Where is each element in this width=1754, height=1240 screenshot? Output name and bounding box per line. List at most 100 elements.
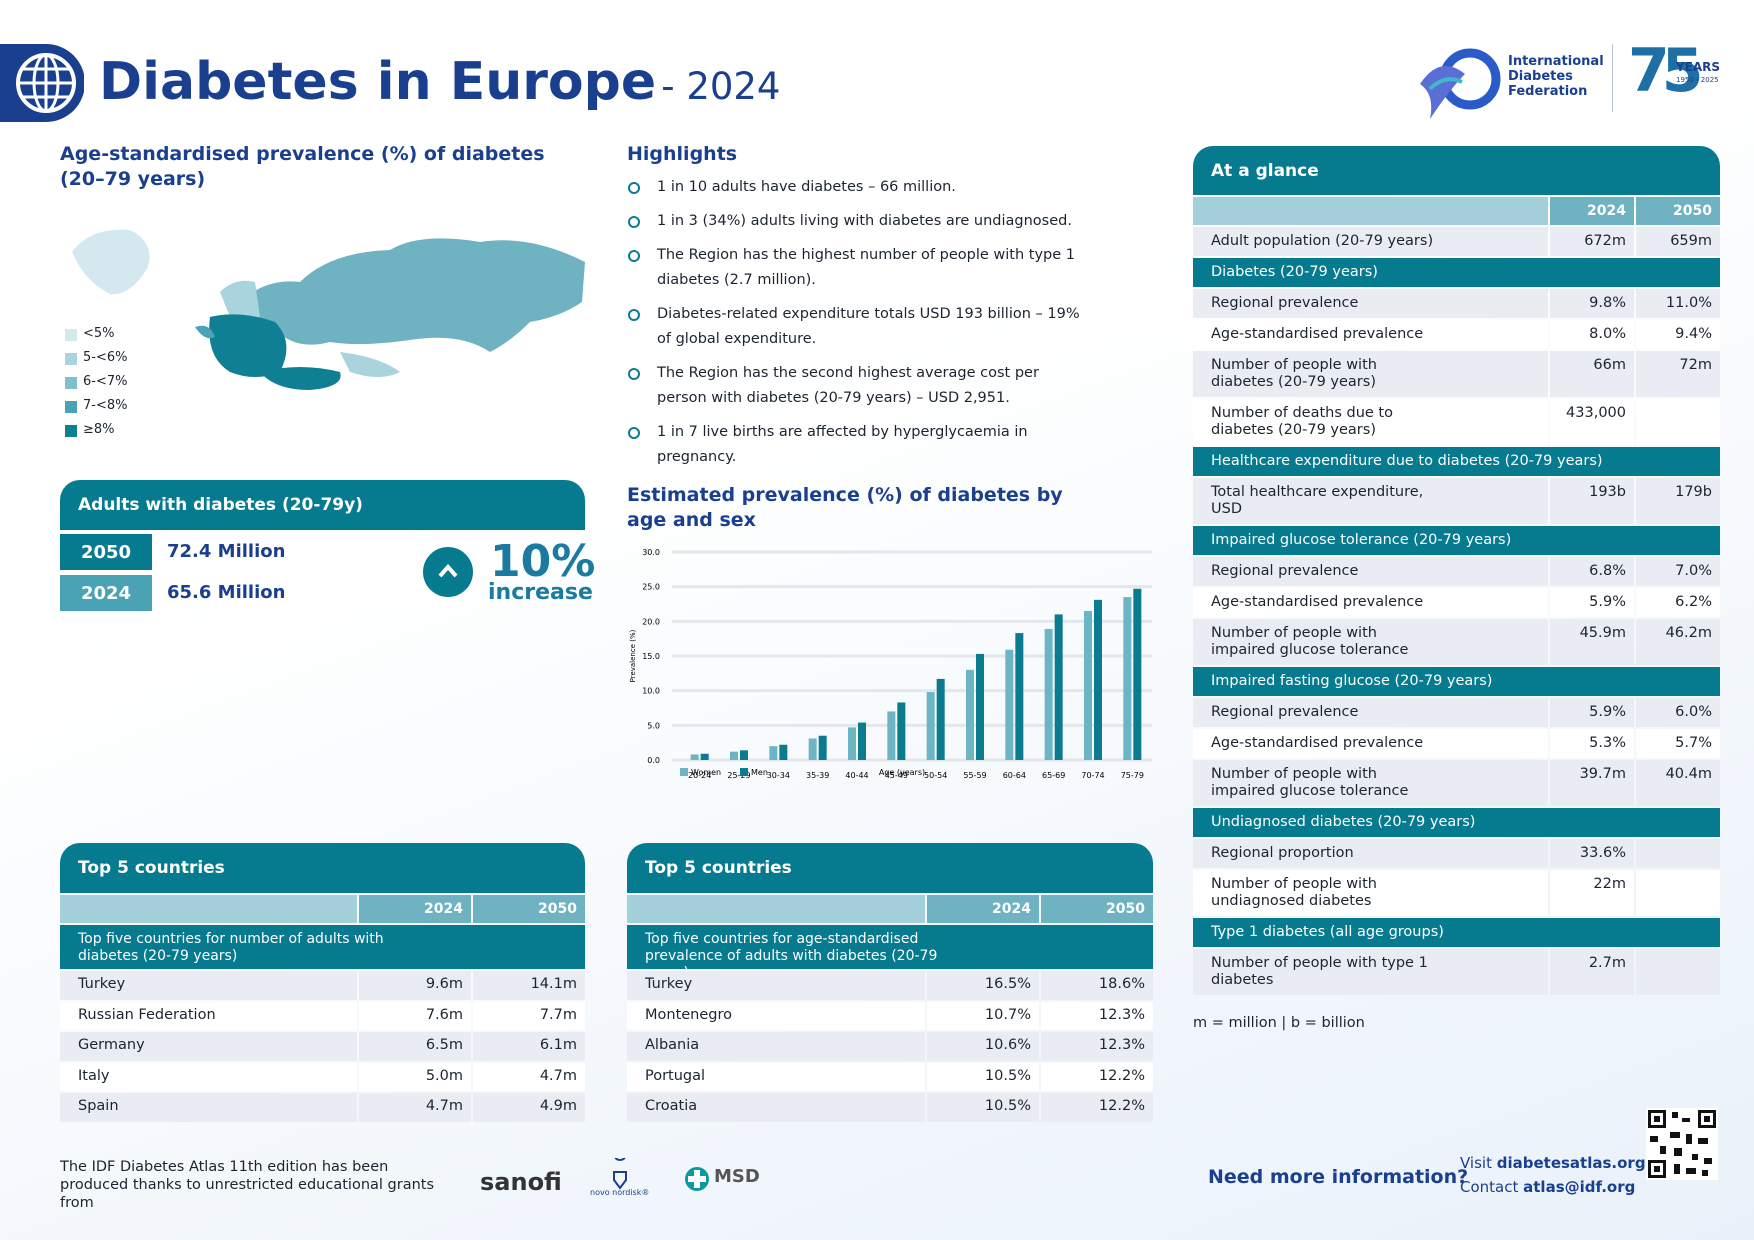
highlight-item: The Region has the highest number of peo…	[627, 243, 1087, 293]
cell-value: 72m	[1636, 351, 1720, 397]
table-row: Regional proportion 33.6%	[1193, 839, 1720, 868]
table-row: Regional prevalence 5.9% 6.0%	[1193, 698, 1720, 727]
credit: The IDF Diabetes Atlas 11th edition has …	[60, 1159, 435, 1211]
cell-value: 8.0%	[1550, 320, 1634, 349]
caption: Top five countries for age-standardised …	[627, 925, 1153, 981]
bar	[1094, 599, 1102, 760]
row-label: Number of deaths due to diabetes (20-79 …	[1193, 399, 1548, 445]
section-row: Impaired glucose tolerance (20-79 years)	[1193, 526, 1720, 555]
y-tick-label: 30.0	[642, 548, 660, 557]
table-row: Age-standardised prevalence 5.9% 6.2%	[1193, 588, 1720, 617]
cell-value	[1636, 949, 1720, 995]
row-label: Age-standardised prevalence	[1193, 320, 1548, 349]
idf-name-line: Federation	[1508, 84, 1588, 99]
table-header: At a glance	[1193, 146, 1720, 195]
row-label: Number of people with type 1 diabetes	[1193, 949, 1548, 995]
x-tick-label: 35-39	[806, 771, 829, 780]
highlights-list: 1 in 10 adults have diabetes – 66 millio…	[627, 175, 1087, 479]
column-spacer	[627, 895, 925, 923]
cell-value: 33.6%	[1550, 839, 1634, 868]
highlight-text: 1 in 7 live births are affected by hyper…	[657, 424, 1028, 465]
country: Germany	[60, 1032, 357, 1061]
legend-swatch	[740, 768, 748, 776]
legend-label: Women	[691, 768, 721, 777]
table-row: Spain 4.7m 4.9m	[60, 1093, 585, 1122]
x-tick-label: 70-74	[1081, 771, 1104, 780]
cell-value: 16.5%	[927, 971, 1039, 1000]
legend-label: Men	[751, 768, 768, 777]
top5-table: Top 5 countries 2024 2050 Top five countrie…	[627, 843, 1153, 1122]
map	[72, 229, 585, 390]
y-tick-label: 0.0	[647, 756, 660, 765]
row-label: Number of people with diabetes (20-79 ye…	[1193, 351, 1548, 397]
column-row: 2024 2050	[1193, 197, 1720, 225]
bullet	[628, 309, 640, 321]
highlight-item: 1 in 10 adults have diabetes – 66 millio…	[627, 175, 1087, 200]
country: Croatia	[627, 1093, 925, 1122]
cell-value: 6.8%	[1550, 557, 1634, 586]
title-year: - 2024	[661, 65, 781, 108]
bar	[740, 750, 748, 760]
cell-value: 46.2m	[1636, 619, 1720, 665]
year-box: 2050	[60, 534, 152, 570]
table-row: Russian Federation 7.6m 7.7m	[60, 1001, 585, 1030]
sponsor: MSD	[714, 1166, 760, 1187]
table-header: Top 5 countries	[60, 843, 585, 893]
title: Diabetes in Europe	[99, 52, 657, 112]
chart-title: Estimated prevalence (%) of diabetes by …	[627, 484, 1063, 531]
visit: Visit diabetesatlas.org	[1460, 1154, 1646, 1172]
bar	[818, 735, 827, 760]
bar	[976, 653, 984, 760]
idf-logo-mark	[1420, 48, 1501, 119]
bullet	[628, 250, 640, 262]
x-tick-label: 40-44	[845, 771, 868, 780]
legend-label: <5%	[83, 326, 115, 341]
country: Italy	[60, 1062, 357, 1091]
cell-value: 9.6m	[359, 971, 471, 1000]
section-row: Diabetes (20-79 years)	[1193, 258, 1720, 287]
bar	[1044, 628, 1053, 760]
cell-value: 5.3%	[1550, 729, 1634, 758]
note: m = million | b = billion	[1193, 1015, 1365, 1031]
cell-value: 4.7m	[359, 1093, 471, 1122]
table-row: Croatia 10.5% 12.2%	[627, 1093, 1153, 1122]
x-tick-label: 45-49	[885, 771, 908, 780]
row-label: Age-standardised prevalence	[1193, 588, 1548, 617]
table-row: Regional prevalence 9.8% 11.0%	[1193, 289, 1720, 318]
visit-link[interactable]: diabetesatlas.org	[1496, 1154, 1646, 1172]
table-row: Number of people with impaired glucose t…	[1193, 760, 1720, 806]
highlight-text: Diabetes-related expenditure totals USD …	[657, 306, 1080, 347]
glance-table: At a glance 2024 2050 Adult population (20-…	[1193, 146, 1720, 1031]
bar	[1084, 610, 1092, 760]
y-tick-label: 20.0	[642, 617, 660, 626]
cell-value: 9.4%	[1636, 320, 1720, 349]
y-tick-label: 10.0	[642, 687, 660, 696]
cell-value: 10.7%	[927, 1001, 1039, 1030]
bar	[1015, 633, 1024, 760]
y-tick-label: 5.0	[647, 721, 660, 730]
anniversary-span: 1950 - 2025	[1676, 76, 1719, 84]
idf-name-line: International	[1508, 54, 1604, 69]
year-value: 65.6 Million	[167, 582, 286, 603]
x-tick-label: 25-29	[727, 771, 750, 780]
cell-value: 7.7m	[473, 1001, 585, 1030]
qr-code	[1646, 1108, 1718, 1180]
bullet	[628, 182, 640, 194]
contact-link[interactable]: atlas@idf.org	[1523, 1178, 1636, 1196]
table-row: Age-standardised prevalence 8.0% 9.4%	[1193, 320, 1720, 349]
map-title: Age-standardised prevalence (%) of diabe…	[60, 143, 545, 190]
cell-value: 5.7%	[1636, 729, 1720, 758]
cell-value: 9.8%	[1550, 289, 1634, 318]
table-row: Italy 5.0m 4.7m	[60, 1062, 585, 1091]
cell-value	[1636, 399, 1720, 445]
x-axis-label: Age (years)	[879, 768, 925, 777]
table-row: Adult population (20-79 years) 672m 659m	[1193, 227, 1720, 256]
cell-value: 11.0%	[1636, 289, 1720, 318]
increase-icon	[423, 547, 473, 597]
cell-value: 40.4m	[1636, 760, 1720, 806]
cell-value: 5.9%	[1550, 588, 1634, 617]
visit-prefix: Visit	[1460, 1154, 1492, 1172]
year-box: 2024	[60, 575, 152, 611]
anniversary-number: 75	[1628, 36, 1703, 106]
bar	[966, 669, 974, 760]
